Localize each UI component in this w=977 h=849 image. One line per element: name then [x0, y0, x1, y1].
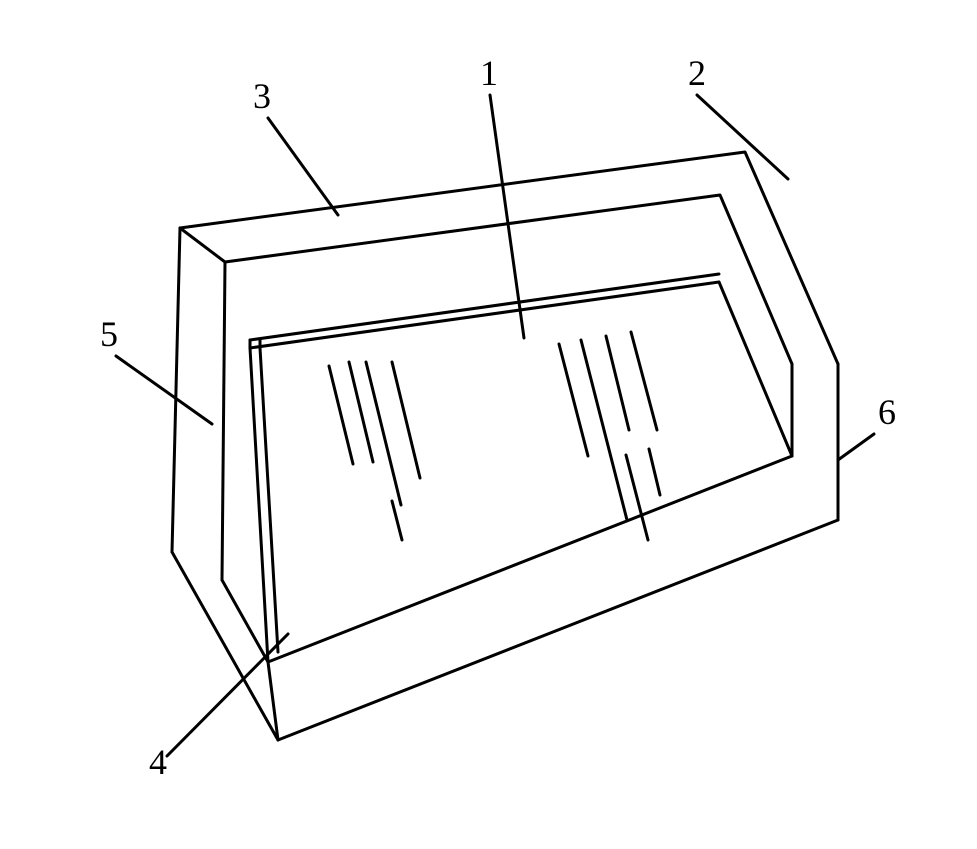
callout-label-5: 5: [100, 314, 118, 354]
technical-drawing: 1 2 3 4 5 6: [0, 0, 977, 849]
callout-label-3: 3: [253, 76, 271, 116]
callout-label-4: 4: [149, 742, 167, 782]
callout-label-2: 2: [688, 53, 706, 93]
callout-label-6: 6: [878, 392, 896, 432]
callout-label-1: 1: [480, 53, 498, 93]
